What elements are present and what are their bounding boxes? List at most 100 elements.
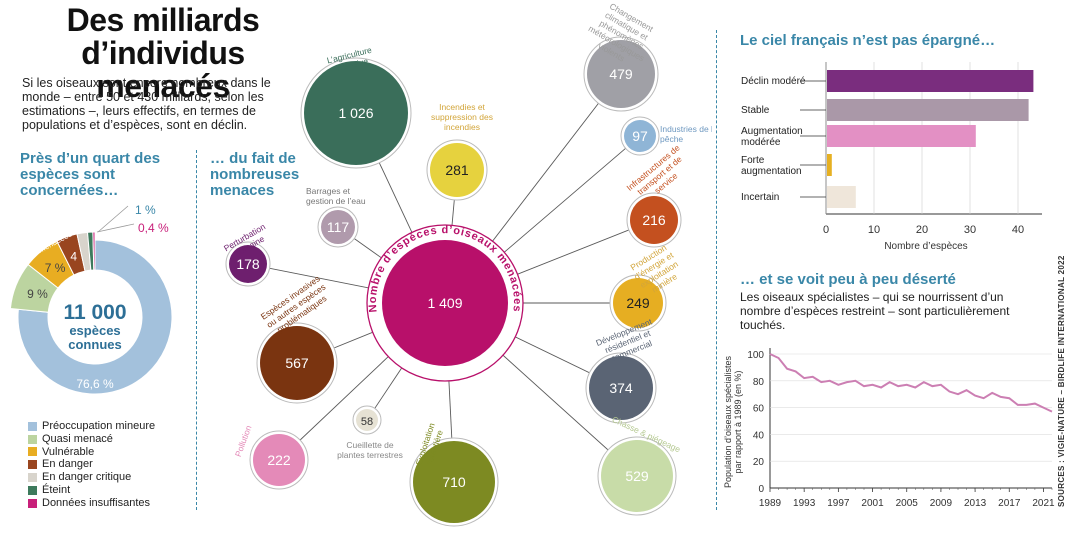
bubble-l-agriculture-intensive [304,61,408,165]
bubble-value-developpement-residentiel-et-commercial: 374 [609,380,633,396]
legend-label: Préoccupation mineure [42,420,156,432]
bar-x-tick: 40 [1012,224,1024,236]
legend-label: Quasi menacé [42,432,113,445]
bubble-infrastructures-de-transport-et-de-service [630,196,678,244]
bar-x-label: Nombre d’espèces [884,241,967,252]
line-x-tick: 2013 [964,498,987,509]
middle-heading: … du fait de nombreuses menaces [210,150,300,199]
bubble-production-d-energie-et-exploitation-miniere [613,278,663,328]
bar-x-tick: 10 [868,224,880,236]
line-y-tick: 100 [747,350,764,361]
bubble-value-production-d-energie-et-exploitation-miniere: 249 [626,295,650,311]
bar-forte-augmentation [827,154,832,176]
bar-label-incertain: Incertain [741,192,779,203]
bar-chart: 0 10 20 30 40 Nombre d’espèces Déclin modéré St… [741,62,1042,252]
line-x-tick: 1989 [759,498,782,509]
donut-legend: Préoccupation mineure Quasi menacé Vulnéra… [28,420,155,510]
line-heading: … et se voit peu à peu déserté [740,271,956,288]
legend-item-en-danger: En danger [28,458,155,471]
center-value: 1 409 [427,295,462,311]
line-x-tick: 2005 [896,498,919,509]
legend-item-vulnerable: Vulnérable [28,446,155,459]
center-bubble [382,240,508,366]
bubble-label-production-d-energie-et-exploitation-miniere: Productiond’énergie etexploitationminièr… [627,241,686,299]
line-x-tick: 2009 [930,498,953,509]
donut-label-donnees-insuffisantes: 0,4 % [138,221,169,235]
bubble-value-l-agriculture-intensive: 1 026 [338,105,373,121]
legend-swatch [28,485,37,495]
legend-swatch [28,473,37,483]
leader-line-1 [97,205,129,233]
leader-line-2 [96,223,135,233]
line-x-tick: 2021 [1032,498,1055,509]
bubble-barrages-et-gestion-de-l-eau [321,210,355,244]
bar-label-augmentation-moderee: Augmentation modérée [741,126,803,148]
line-series [769,353,1053,413]
donut-center-line3: connues [68,337,121,352]
donut-label-en-danger: 4 [70,250,77,264]
legend-swatch [28,447,37,457]
bubble-industries-de-la-peche [624,120,656,152]
legend-item-quasi-menace: Quasi menacé [28,433,155,446]
legend-swatch [28,460,37,470]
legend-swatch [28,498,37,508]
bar-label-declin-modere: Déclin modéré [741,76,806,87]
legend-item-en-danger-critique: En danger critique [28,471,155,484]
legend-label: Données insuffisantes [42,496,151,509]
bar-x-tick: 20 [916,224,928,236]
bar-label-forte-augmentation: Forte augmentation [741,155,802,177]
bubble-perturbation-humaine [229,245,267,283]
bubble-value-chasse-piegeage: 529 [625,468,649,484]
bar-label-stable: Stable [741,105,770,116]
page-title: Des milliards d’individus menacés [66,2,260,104]
bubble-cueillette-de-plantes-terrestres [356,409,378,431]
bubble-value-infrastructures-de-transport-et-de-service: 216 [642,212,666,228]
bubble-especes-invasives-ou-autres-especes-problematiques [260,326,334,400]
legend-label: En danger [42,458,93,471]
bar-heading: Le ciel français n’est pas épargné… [740,32,996,49]
line-x-tick: 2001 [861,498,884,509]
line-chart: 0 20 40 60 80 100 1989 1993 1997 2001 2005 2009 2013… [723,348,1055,509]
line-y-tick: 0 [758,484,764,495]
bar-stable [827,99,1029,121]
bubble-chasse-piegeage [601,440,673,512]
bubble-exploitation-forestiere [413,441,495,523]
legend-swatch [28,421,37,431]
bubble-label-industries-de-la-peche: Industries de la pêche [660,124,712,144]
donut-label-eteint: 1 % [135,203,156,217]
bubble-label-incendies-et-suppression-des-incendies: Incendies et suppression des incendies [431,102,493,132]
bar-incertain [827,186,856,208]
line-x-tick: 2017 [998,498,1021,509]
bubble-value-especes-invasives-ou-autres-especes-problematiques: 567 [285,355,309,371]
donut-slice-preoccupation-mineure [17,239,173,395]
line-x-tick: 1997 [827,498,850,509]
intro-text: Si les oiseaux sont encore nombreux dans… [22,76,271,132]
line-y-tick: 40 [753,430,765,441]
bubble-label-barrages-et-gestion-de-l-eau: Barrages et gestion de l’eau [306,186,366,206]
bubble-value-pollution: 222 [267,452,291,468]
bubble-label-cueillette-de-plantes-terrestres: Cueillette de plantes terrestres [337,440,403,460]
line-y-tick: 80 [753,377,765,388]
bar-declin-modere [827,70,1034,92]
bar-x-tick: 0 [823,224,829,236]
donut-center-number: 11 000 [63,301,126,324]
bubble-value-industries-de-la-peche: 97 [632,128,648,144]
bubble-incendies-et-suppression-des-incendies [430,143,484,197]
donut-label-quasi-menace: 9 % [27,287,48,301]
divider-left [196,150,197,510]
legend-label: En danger critique [42,471,132,484]
bar-augmentation-moderee [827,125,976,147]
bubble-pollution [253,434,305,486]
legend-item-donnees-insuffisantes: Données insuffisantes [28,497,155,510]
bubble-value-barrages-et-gestion-de-l-eau: 117 [327,219,350,235]
line-y-tick: 20 [753,457,765,468]
bubble-developpement-residentiel-et-commercial [589,356,653,420]
left-heading: Près d’un quart des espèces sont concern… [20,150,161,199]
sources-text: SOURCES : VIGIE-NATURE – BIRDLIFE INTERN… [1057,255,1066,507]
legend-label: Éteint [42,483,71,496]
donut-chart: 11 000 espèces connues menacées dans le … [9,203,173,395]
line-x-tick: 1993 [793,498,816,509]
legend-swatch [28,434,37,444]
divider-right [716,30,717,510]
